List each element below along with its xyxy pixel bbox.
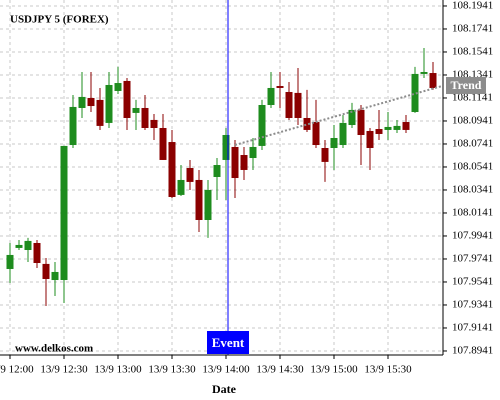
candle-body <box>384 126 392 130</box>
candle-body <box>303 117 311 130</box>
candle-body <box>366 130 374 149</box>
candle-body <box>123 80 131 118</box>
candle-body <box>222 135 230 160</box>
candle-body <box>150 119 158 128</box>
x-tick-label: 13/9 14:30 <box>256 364 304 376</box>
candle-body <box>231 146 239 179</box>
plot <box>6 0 443 355</box>
y-tick-label: 107.9341 <box>452 299 493 311</box>
x-tick-label: 13/9 14:00 <box>202 364 250 376</box>
chart-title: USDJPY 5 (FOREX) <box>10 14 109 26</box>
candle-body <box>51 271 59 281</box>
y-tick-label: 108.0941 <box>452 115 493 127</box>
y-tick-label: 108.0741 <box>452 138 493 150</box>
candle-body <box>33 242 41 264</box>
candle-body <box>114 83 122 91</box>
candle-body <box>285 91 293 118</box>
candle-body <box>42 263 50 279</box>
candle-body <box>411 73 419 113</box>
trend-label: Trend <box>451 78 482 92</box>
y-tick-label: 108.0341 <box>452 184 493 196</box>
candle-body <box>6 254 14 269</box>
candle-body <box>330 137 338 149</box>
candle-body <box>294 92 302 118</box>
y-tick-label: 108.1741 <box>452 23 493 35</box>
candle-body <box>339 122 347 146</box>
candle-body <box>168 142 176 197</box>
candle-body <box>105 84 113 123</box>
candle-body <box>132 107 140 113</box>
candle-body <box>321 148 329 162</box>
y-tick-label: 108.1941 <box>452 0 493 12</box>
candle-body <box>60 145 68 281</box>
candle-body <box>240 155 248 170</box>
candle-body <box>204 189 212 220</box>
candle-body <box>78 96 86 108</box>
x-tick-label: 13/9 13:30 <box>148 364 196 376</box>
candle-body <box>357 109 365 136</box>
x-axis-title: Date <box>212 382 237 396</box>
candle-body <box>348 109 356 126</box>
candle-body <box>375 129 383 134</box>
y-tick-label: 108.0541 <box>452 161 493 173</box>
candle-body <box>69 106 77 146</box>
candle-body <box>429 73 437 88</box>
y-tick-label: 107.8941 <box>452 345 493 357</box>
y-tick-label: 108.1141 <box>452 92 493 104</box>
candle-body <box>24 240 32 251</box>
candle-body <box>312 122 320 146</box>
candle-body <box>186 168 194 182</box>
candle-body <box>177 179 185 195</box>
y-tick-label: 107.9741 <box>452 253 493 265</box>
candle-body <box>15 244 23 248</box>
y-tick-label: 108.0141 <box>452 207 493 219</box>
y-tick-label: 108.1541 <box>452 46 493 58</box>
watermark: www.delkos.com <box>15 343 93 355</box>
candle-body <box>267 87 275 105</box>
candle-body <box>141 107 149 128</box>
candle-body <box>96 99 104 126</box>
x-tick-label: 13/9 13:00 <box>94 364 142 376</box>
candle-body <box>87 97 95 107</box>
candle-body <box>213 165 221 177</box>
candle-body <box>402 122 410 130</box>
x-tick-label: 13/9 12:30 <box>40 364 88 376</box>
y-tick-label: 107.9541 <box>452 276 493 288</box>
candle-body <box>393 125 401 130</box>
y-tick-label: 107.9141 <box>452 322 493 334</box>
trend-label-box <box>446 77 486 95</box>
x-tick-label: 13/9 15:30 <box>364 364 412 376</box>
candle-body <box>276 86 284 88</box>
event-label: Event <box>212 335 245 350</box>
event-box <box>207 331 249 354</box>
x-tick-label: 13/9 15:00 <box>310 364 358 376</box>
candle-body <box>420 71 428 74</box>
candle-body <box>195 179 203 220</box>
candle-body <box>159 127 167 160</box>
candle-body <box>249 146 257 159</box>
candle-body <box>258 104 266 146</box>
x-tick-label: 13/9 12:00 <box>0 364 34 376</box>
y-tick-label: 107.9941 <box>452 230 493 242</box>
